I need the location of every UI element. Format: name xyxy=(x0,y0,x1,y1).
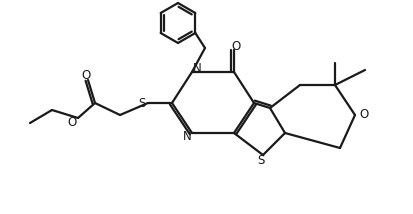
Text: S: S xyxy=(257,155,264,168)
Text: O: O xyxy=(67,116,76,128)
Text: O: O xyxy=(231,40,240,52)
Text: S: S xyxy=(138,97,145,110)
Text: O: O xyxy=(81,68,90,82)
Text: N: N xyxy=(182,131,191,144)
Text: O: O xyxy=(358,108,368,122)
Text: N: N xyxy=(192,61,201,74)
